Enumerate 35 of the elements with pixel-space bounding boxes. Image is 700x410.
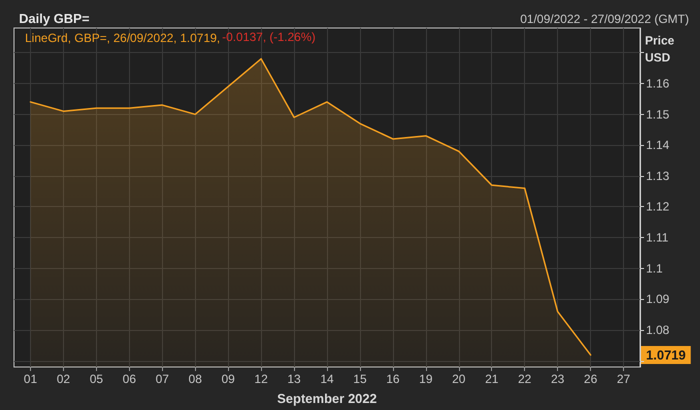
x-tick-label: 14 bbox=[320, 372, 334, 386]
x-axis-title: September 2022 bbox=[277, 391, 377, 406]
y-tick-label: 1.15 bbox=[646, 107, 670, 122]
chart-subtitle: 01/09/2022 - 27/09/2022 (GMT) bbox=[520, 12, 690, 26]
x-tick-label: 12 bbox=[254, 372, 268, 386]
x-tick-label: 09 bbox=[221, 372, 236, 386]
x-tick-label: 16 bbox=[386, 372, 400, 386]
x-tick-label: 27 bbox=[616, 372, 631, 386]
text: 1.0719 bbox=[646, 347, 686, 362]
x-tick-label: 19 bbox=[419, 372, 433, 386]
y-tick-label: 1.11 bbox=[646, 230, 669, 245]
x-tick-label: 08 bbox=[188, 372, 202, 386]
x-tick-label: 22 bbox=[518, 372, 532, 386]
y-axis-title: Price USD bbox=[645, 34, 675, 64]
x-tick-label: 06 bbox=[122, 372, 136, 386]
x-tick-label: 02 bbox=[56, 372, 70, 386]
annotation: -0.0137, (-1.26%) bbox=[222, 30, 316, 44]
x-tick-label: 01 bbox=[24, 372, 38, 386]
y-tick-label: 1.16 bbox=[646, 76, 670, 90]
y-tick-label: 1.1 bbox=[646, 261, 664, 276]
x-tick-label: 23 bbox=[550, 372, 565, 386]
chart-title: Daily GBP= bbox=[19, 11, 90, 26]
x-tick-label: 05 bbox=[90, 372, 104, 386]
x-tick-label: 13 bbox=[287, 372, 302, 386]
text: LineGrd, GBP=, 26/09/2022, 1.0719, bbox=[25, 31, 220, 45]
x-tick-label: 26 bbox=[584, 372, 598, 386]
y-tick-label: 1.08 bbox=[646, 323, 670, 338]
x-tick-label: 21 bbox=[485, 372, 499, 386]
x-tick-label: 07 bbox=[156, 372, 170, 386]
y-tick-label: 1.09 bbox=[646, 292, 670, 306]
y-tick-label: 1.13 bbox=[646, 168, 670, 183]
x-tick-label: 20 bbox=[452, 372, 466, 386]
y-tick-label: 1.14 bbox=[646, 138, 670, 152]
y-tick-label: 1.12 bbox=[646, 200, 670, 214]
x-tick-label: 15 bbox=[353, 372, 367, 386]
